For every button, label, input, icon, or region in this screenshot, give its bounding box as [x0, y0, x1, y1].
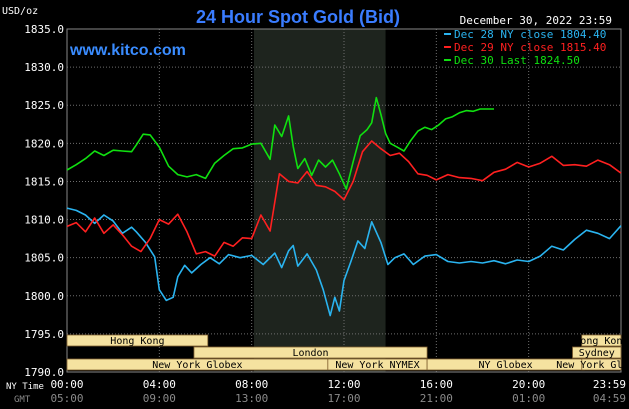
legend-label: Dec 28 NY close 1804.40 — [454, 28, 606, 41]
x-tick-label-ny: 04:00 — [143, 378, 176, 391]
y-tick-label: 1795.0 — [24, 328, 64, 341]
x-tick-label-ny: 23:59 — [593, 378, 626, 391]
grid-layer — [66, 28, 622, 373]
y-tick-label: 1815.0 — [24, 175, 64, 188]
highlight-band — [253, 29, 386, 372]
y-axis: 1790.0 1795.0 1800.0 1805.0 1810.0 1815.0 1820… — [24, 23, 64, 379]
series-line-2 — [66, 140, 622, 257]
x-tick-label-ny: 16:00 — [420, 378, 453, 391]
x-tick-label-gmt: 13:00 — [235, 392, 268, 405]
y-tick-label: 1835.0 — [24, 23, 64, 36]
series-layer — [66, 96, 622, 317]
x-tick-label-ny: 08:00 — [235, 378, 268, 391]
session-label: Hong Kong — [574, 336, 628, 347]
session-bar — [193, 346, 428, 359]
series-line-1 — [66, 207, 622, 317]
legend-label: Dec 30 Last 1824.50 — [454, 54, 580, 67]
session-label: New York Globex — [152, 360, 242, 371]
x-tick-label-gmt: 04:59 — [593, 392, 626, 405]
x-tick-label-ny: 20:00 — [512, 378, 545, 391]
x-tick-label-gmt: 05:00 — [50, 392, 83, 405]
plot-frame — [66, 28, 622, 373]
y-tick-label: 1820.0 — [24, 137, 64, 150]
x-tick-label-gmt: 09:00 — [143, 392, 176, 405]
session-bar — [66, 334, 209, 347]
market-sessions: Hong Kong London New York Globex New York N… — [66, 334, 629, 371]
session-label: Sydney — [579, 348, 615, 359]
y-axis-unit: USD/oz — [2, 6, 38, 17]
session-bar — [572, 346, 622, 359]
chart-title: 24 Hour Spot Gold (Bid) — [196, 7, 400, 27]
ny-time-label: NY Time — [6, 382, 44, 392]
legend-label: Dec 29 NY close 1815.40 — [454, 41, 606, 54]
session-bar — [581, 334, 622, 347]
session-label: Hong Kong — [110, 336, 164, 347]
gmt-label: GMT — [14, 395, 31, 405]
session-label: London — [292, 348, 328, 359]
session-bar — [581, 358, 622, 371]
session-label: NY Globex — [478, 360, 532, 371]
y-tick-label: 1800.0 — [24, 290, 64, 303]
x-tick-label-ny: 12:00 — [327, 378, 360, 391]
series-line-3 — [66, 96, 494, 190]
x-tick-label-gmt: 21:00 — [420, 392, 453, 405]
chart-datetime: December 30, 2022 23:59 — [460, 14, 612, 27]
x-tick-label-ny: 00:00 — [50, 378, 83, 391]
session-label: New York Globex — [556, 360, 629, 371]
y-tick-label: 1830.0 — [24, 61, 64, 74]
y-tick-label: 1790.0 — [24, 366, 64, 379]
x-tick-label-gmt: 17:00 — [327, 392, 360, 405]
session-label: New York NYMEX — [335, 360, 419, 371]
y-tick-label: 1805.0 — [24, 252, 64, 265]
site-logo-text[interactable]: www.kitco.com — [69, 42, 186, 59]
y-tick-label: 1810.0 — [24, 214, 64, 227]
y-tick-label: 1825.0 — [24, 99, 64, 112]
x-tick-label-gmt: 01:00 — [512, 392, 545, 405]
